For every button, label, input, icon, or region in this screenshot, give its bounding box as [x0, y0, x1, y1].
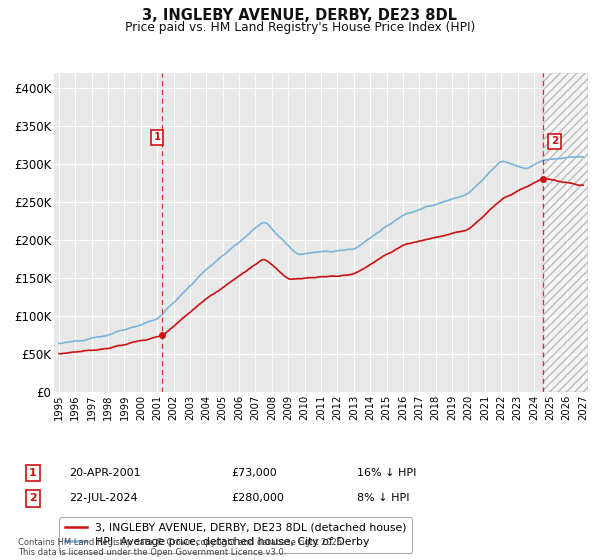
Text: 3, INGLEBY AVENUE, DERBY, DE23 8DL: 3, INGLEBY AVENUE, DERBY, DE23 8DL: [143, 8, 458, 24]
Text: 2: 2: [551, 136, 558, 146]
Text: 2: 2: [29, 493, 37, 503]
Legend: 3, INGLEBY AVENUE, DERBY, DE23 8DL (detached house), HPI: Average price, detache: 3, INGLEBY AVENUE, DERBY, DE23 8DL (deta…: [59, 517, 412, 553]
Text: 20-APR-2001: 20-APR-2001: [69, 468, 140, 478]
Text: 16% ↓ HPI: 16% ↓ HPI: [357, 468, 416, 478]
Text: Contains HM Land Registry data © Crown copyright and database right 2025.
This d: Contains HM Land Registry data © Crown c…: [18, 538, 344, 557]
Text: 1: 1: [154, 132, 161, 142]
Text: 1: 1: [29, 468, 37, 478]
Text: £280,000: £280,000: [231, 493, 284, 503]
Text: 8% ↓ HPI: 8% ↓ HPI: [357, 493, 409, 503]
Text: 22-JUL-2024: 22-JUL-2024: [69, 493, 137, 503]
Text: Price paid vs. HM Land Registry's House Price Index (HPI): Price paid vs. HM Land Registry's House …: [125, 21, 475, 34]
Text: £73,000: £73,000: [231, 468, 277, 478]
